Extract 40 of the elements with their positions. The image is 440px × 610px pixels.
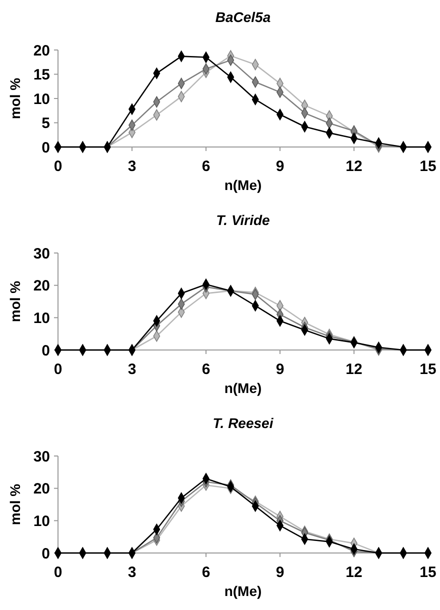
x-tick-label: 9	[276, 361, 284, 378]
x-tick-label: 6	[202, 564, 210, 581]
y-tick-label: 0	[42, 545, 50, 562]
x-tick-label: 3	[128, 564, 136, 581]
x-tick-label: 3	[128, 158, 136, 175]
y-tick-label: 30	[33, 245, 50, 262]
y-tick-label: 15	[33, 66, 50, 84]
x-tick-label: 3	[128, 361, 136, 378]
x-tick-label: 12	[346, 158, 362, 175]
y-axis-title: mol %	[7, 280, 23, 322]
x-tick-label: 6	[202, 158, 210, 175]
y-tick-label: 10	[33, 90, 50, 108]
y-axis-title: mol %	[7, 483, 23, 526]
x-tick-label: 6	[202, 361, 210, 378]
x-tick-label: 12	[346, 564, 362, 581]
y-tick-label: 5	[42, 115, 50, 132]
x-tick-label: 15	[420, 361, 436, 378]
chart-title: BaCel5a	[215, 9, 271, 25]
x-tick-label: 0	[54, 158, 62, 175]
y-tick-label: 20	[33, 278, 50, 295]
chart-title: T. Reesei	[212, 415, 274, 431]
x-tick-label: 9	[276, 158, 284, 175]
x-axis-title: n(Me)	[224, 177, 262, 193]
x-tick-label: 15	[420, 158, 436, 175]
x-tick-label: 15	[420, 564, 436, 581]
x-tick-label: 0	[54, 564, 62, 581]
y-tick-label: 0	[42, 139, 50, 156]
y-axis-title: mol %	[7, 77, 23, 120]
y-tick-label: 10	[33, 512, 50, 530]
x-axis-title: n(Me)	[224, 380, 262, 396]
y-tick-label: 0	[42, 342, 50, 360]
x-tick-label: 9	[276, 564, 284, 581]
x-axis-title: n(Me)	[224, 583, 262, 599]
x-tick-label: 12	[346, 361, 362, 378]
y-tick-label: 10	[33, 310, 50, 327]
chart-title: T. Viride	[216, 212, 270, 228]
y-tick-label: 30	[33, 448, 50, 466]
x-tick-label: 0	[54, 361, 62, 378]
y-tick-label: 20	[33, 480, 50, 498]
y-tick-label: 20	[33, 42, 50, 60]
